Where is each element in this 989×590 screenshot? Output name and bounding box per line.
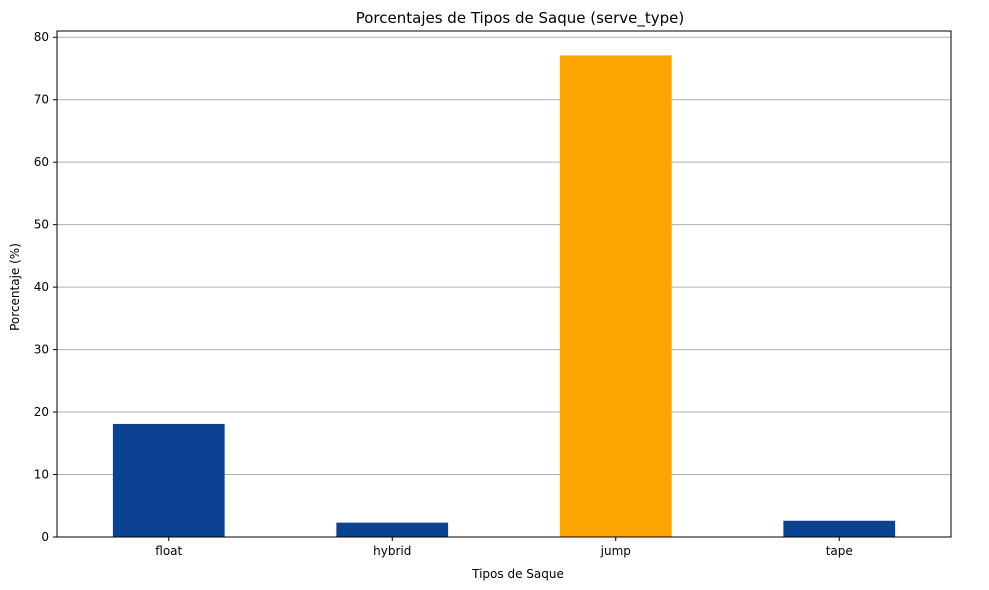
- x-axis-ticks: float hybrid jump tape: [155, 537, 853, 558]
- y-tick-label: 40: [34, 280, 49, 294]
- y-tick-label: 70: [34, 93, 49, 107]
- y-axis-label: Porcentaje (%): [8, 243, 22, 331]
- bars: [112, 55, 896, 537]
- y-tick-label: 80: [34, 30, 49, 44]
- y-axis-ticks: 0 10 20 30 40 50 60 70 80: [34, 30, 57, 544]
- y-tick-label: 0: [41, 530, 49, 544]
- y-tick-label: 20: [34, 405, 49, 419]
- x-axis-label: Tipos de Saque: [471, 567, 564, 581]
- x-tick-label-hybrid: hybrid: [373, 544, 411, 558]
- plot-frame: [56, 30, 952, 538]
- gridlines: [57, 36, 951, 476]
- bar-tape: [783, 520, 896, 537]
- y-tick-label: 60: [34, 155, 49, 169]
- y-tick-label: 50: [34, 218, 49, 232]
- bar-hybrid: [336, 522, 449, 537]
- bar-float: [112, 423, 225, 537]
- bar-jump: [559, 55, 672, 537]
- x-tick-label-tape: tape: [826, 544, 853, 558]
- y-tick-label: 30: [34, 343, 49, 357]
- x-tick-label-jump: jump: [600, 544, 631, 558]
- chart-title: Porcentajes de Tipos de Saque (serve_typ…: [356, 9, 685, 28]
- y-tick-label: 10: [34, 468, 49, 482]
- x-tick-label-float: float: [155, 544, 182, 558]
